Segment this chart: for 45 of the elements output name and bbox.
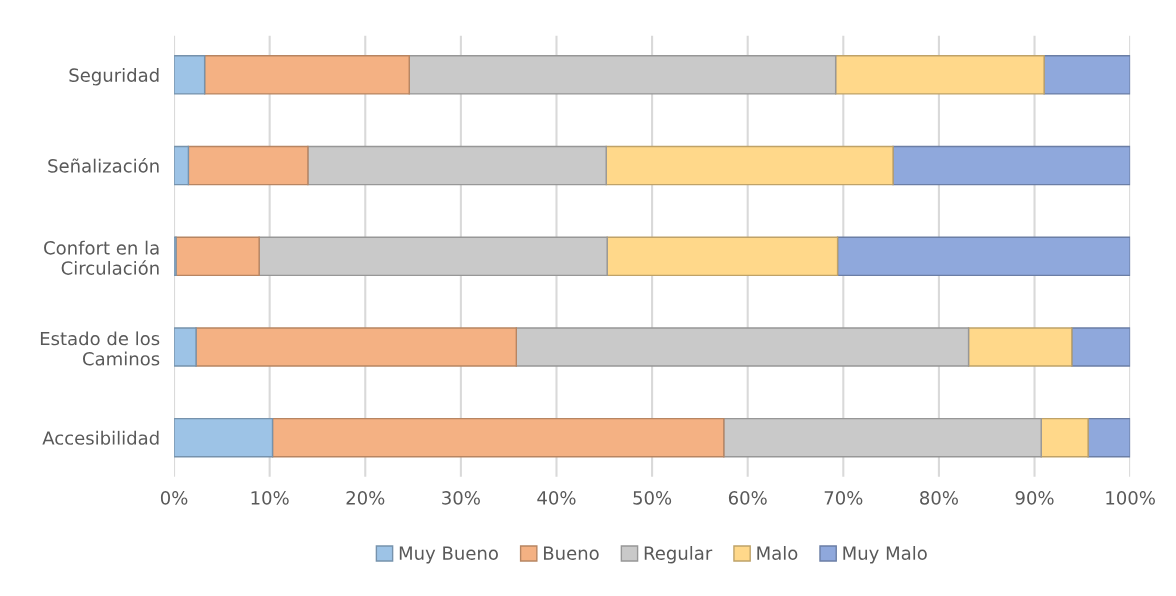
x-tick-label: 30% <box>442 491 480 505</box>
bar <box>174 145 190 186</box>
bar <box>175 236 260 277</box>
x-tick-label: 40% <box>537 491 576 505</box>
bar <box>836 236 1131 277</box>
y-tick-label: Seguridad <box>69 68 159 86</box>
bar <box>258 236 608 277</box>
bar <box>515 327 970 367</box>
bar <box>605 145 894 186</box>
bar <box>174 417 274 458</box>
bar <box>408 55 837 95</box>
bar <box>606 236 839 277</box>
x-tick-label: 100% <box>1106 491 1155 505</box>
x-tick-label: 50% <box>633 491 672 505</box>
bar <box>174 327 197 367</box>
bar <box>834 55 1045 95</box>
x-tick-label: 80% <box>920 491 958 505</box>
y-tick-label: Confort en la Circulación <box>44 240 159 275</box>
y-tick-label: Accesibilidad <box>42 430 159 445</box>
legend-label: Bueno <box>544 546 599 560</box>
x-tick-label: 70% <box>824 491 863 505</box>
bar <box>187 145 309 186</box>
x-tick-label: 90% <box>1015 491 1054 505</box>
y-tick-label: Señalización <box>48 157 159 173</box>
bar <box>271 417 725 458</box>
x-tick-label: 20% <box>346 491 385 505</box>
x-tick-label: 10% <box>251 491 289 505</box>
bar <box>723 417 1042 458</box>
legend-label: Muy Bueno <box>399 546 498 564</box>
legend-label: Regular <box>644 545 713 564</box>
bar <box>892 145 1131 186</box>
legend-label: Muy Malo <box>843 545 927 564</box>
bar <box>1040 417 1089 458</box>
x-tick-label: 60% <box>728 491 767 505</box>
bar <box>174 55 206 95</box>
bar <box>967 327 1073 367</box>
bar <box>203 55 410 95</box>
bar <box>307 145 607 186</box>
y-tick-label: Estado de los Caminos <box>40 331 160 366</box>
bar <box>1043 55 1131 95</box>
bar <box>195 327 518 367</box>
x-tick-label: 0% <box>160 491 188 505</box>
bar <box>1071 327 1131 367</box>
legend-label: Malo <box>757 545 798 560</box>
bar <box>1087 417 1131 458</box>
